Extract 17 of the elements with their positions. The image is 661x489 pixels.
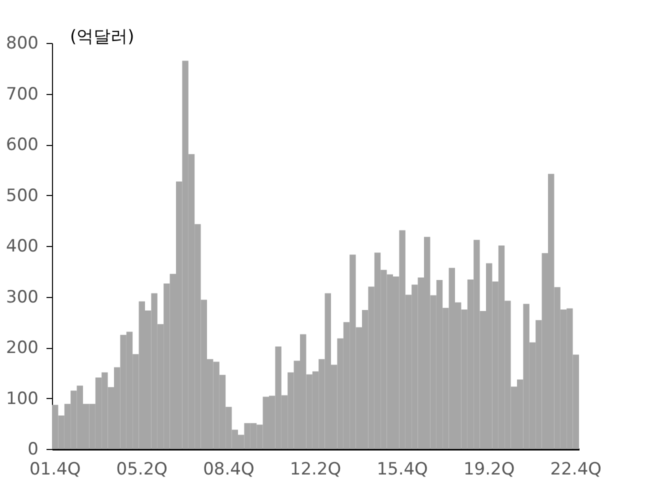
x-tick-label: 05.2Q bbox=[116, 460, 168, 480]
y-tick-label: 800 bbox=[6, 34, 38, 54]
x-tick-label: 12.2Q bbox=[290, 460, 342, 480]
x-tick-label: 19.2Q bbox=[463, 460, 515, 480]
x-tick-label: 01.4Q bbox=[29, 460, 81, 480]
y-tick-label: 300 bbox=[6, 287, 38, 308]
x-tick-label: 08.4Q bbox=[203, 460, 254, 480]
y-tick-label: 500 bbox=[6, 186, 38, 206]
y-tick-label: 100 bbox=[6, 388, 38, 409]
x-tick-label: 15.4Q bbox=[376, 460, 428, 480]
y-tick-label: 400 bbox=[6, 236, 38, 256]
annotation: (억달러) bbox=[70, 27, 134, 47]
y-tick-label: 0 bbox=[28, 440, 38, 460]
y-tick-label: 200 bbox=[6, 338, 38, 358]
x-tick-label: 22.4Q bbox=[550, 460, 602, 480]
y-tick-label: 600 bbox=[6, 135, 38, 155]
y-tick-label: 700 bbox=[6, 84, 38, 104]
